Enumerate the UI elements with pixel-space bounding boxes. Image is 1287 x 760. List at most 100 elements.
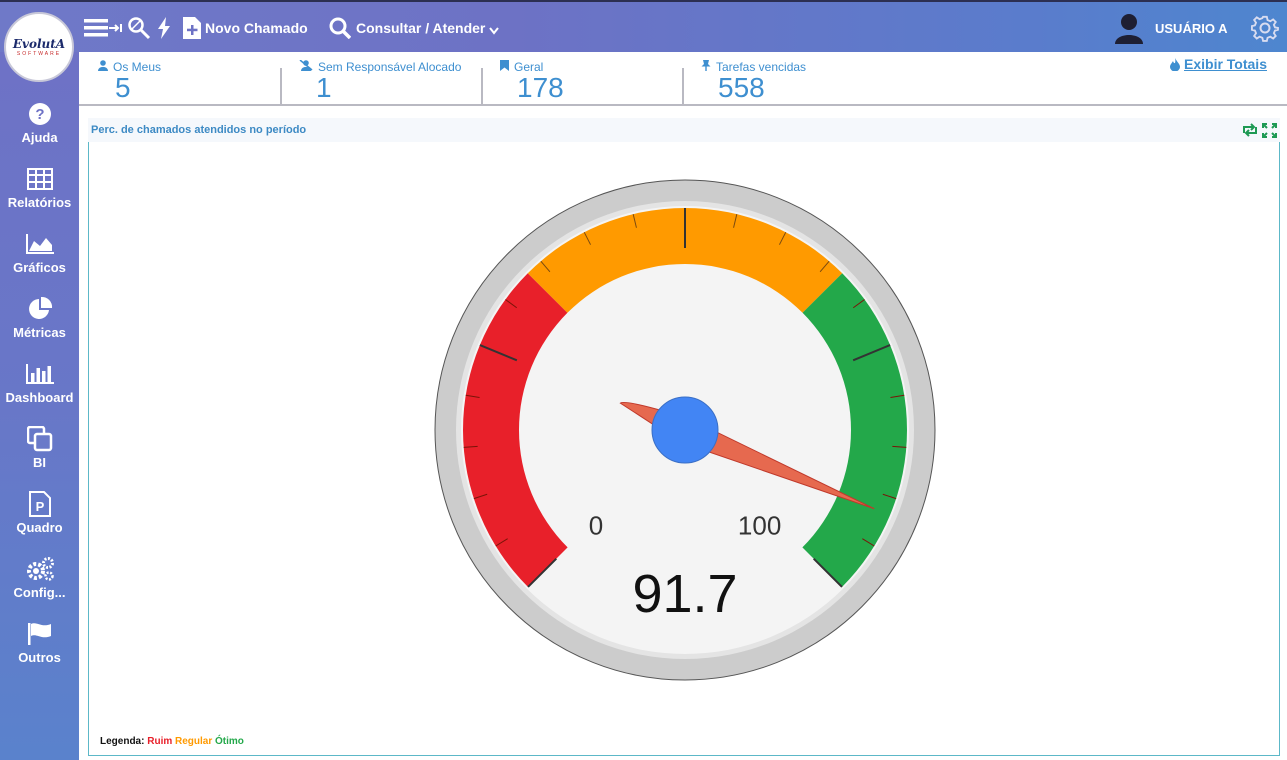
counter-label: Os Meus bbox=[113, 60, 162, 74]
sidebar-item-graficos[interactable]: Gráficos bbox=[0, 230, 79, 292]
gauge-min-label: 0 bbox=[589, 510, 603, 540]
sidebar-item-label: Outros bbox=[18, 650, 61, 665]
counter-sem-responsavel[interactable]: Sem Responsável Alocado 1 bbox=[299, 52, 479, 104]
divider bbox=[481, 68, 483, 104]
show-totals-link[interactable]: Exibir Totais bbox=[1170, 56, 1267, 72]
counter-tarefas-vencidas[interactable]: Tarefas vencidas 558 bbox=[701, 52, 901, 104]
new-doc-icon[interactable] bbox=[181, 2, 203, 54]
counter-value: 178 bbox=[517, 72, 564, 103]
counter-label: Sem Responsável Alocado bbox=[318, 60, 462, 74]
sidebar-item-outros[interactable]: Outros bbox=[0, 620, 79, 682]
svg-text:P: P bbox=[35, 499, 44, 514]
bolt-icon[interactable] bbox=[154, 2, 174, 54]
sidebar-item-label: Quadro bbox=[16, 520, 63, 535]
area-chart-icon bbox=[25, 230, 55, 258]
menu-icon[interactable] bbox=[83, 2, 109, 54]
sidebar-item-ajuda[interactable]: ? Ajuda bbox=[0, 100, 79, 162]
gauge-minor-tick bbox=[862, 538, 875, 547]
gauge-minor-tick bbox=[882, 493, 897, 500]
logo-sub: SOFTWARE bbox=[16, 51, 62, 57]
counter-value: 5 bbox=[115, 72, 131, 103]
sidebar-item-metricas[interactable]: Métricas bbox=[0, 295, 79, 357]
gauge-minor-tick bbox=[890, 394, 905, 398]
pin-icon bbox=[701, 60, 711, 74]
panel-title: Perc. de chamados atendidos no período bbox=[91, 124, 307, 136]
counter-value: 558 bbox=[718, 72, 765, 103]
counter-label: Tarefas vencidas bbox=[716, 60, 807, 74]
new-ticket-button[interactable]: Novo Chamado bbox=[205, 20, 308, 36]
top-bar: Novo Chamado Consultar / Atender USUÁRIO… bbox=[0, 0, 1287, 52]
gauge-minor-tick bbox=[473, 493, 488, 500]
bar-chart-icon bbox=[25, 360, 55, 388]
chevron-down-icon bbox=[489, 22, 500, 38]
search-tools-icon[interactable] bbox=[126, 2, 152, 54]
consult-label: Consultar / Atender bbox=[356, 20, 486, 36]
gauge-panel: 0 100 91.7 Legenda: Ruim Regular Ótimo bbox=[88, 142, 1280, 756]
legend: Legenda: Ruim Regular Ótimo bbox=[100, 736, 244, 747]
show-totals-label: Exibir Totais bbox=[1184, 56, 1267, 72]
counter-geral[interactable]: Geral 178 bbox=[500, 52, 680, 104]
legend-regular: Regular bbox=[175, 736, 213, 747]
gauge-minor-tick bbox=[819, 260, 830, 273]
gauge-band-3 bbox=[802, 273, 907, 587]
sidebar: ? Ajuda Relatórios Gráficos Métricas Das… bbox=[0, 52, 79, 760]
gauge-minor-tick bbox=[465, 394, 480, 398]
counters-bar: Os Meus 5 Sem Responsável Alocado 1 Gera… bbox=[79, 52, 1287, 106]
panel-header: Perc. de chamados atendidos no período bbox=[88, 118, 1280, 142]
gauge-major-tick bbox=[479, 344, 518, 362]
gauge-minor-tick bbox=[892, 445, 907, 448]
gauge-minor-tick bbox=[583, 231, 592, 245]
gauge-minor-tick bbox=[733, 214, 738, 228]
search-icon[interactable] bbox=[328, 2, 352, 54]
board-icon: P bbox=[28, 490, 51, 518]
gauge-band-2 bbox=[527, 208, 843, 313]
enter-icon[interactable] bbox=[108, 2, 124, 54]
gauge-major-tick bbox=[527, 557, 558, 588]
sidebar-item-bi[interactable]: BI bbox=[0, 425, 79, 487]
consult-menu[interactable]: Consultar / Atender bbox=[356, 2, 500, 54]
user-name[interactable]: USUÁRIO A bbox=[1155, 20, 1228, 36]
user-slash-icon bbox=[299, 59, 313, 74]
expand-icon[interactable] bbox=[1262, 123, 1277, 143]
gauge-chart: 0 100 91.7 bbox=[434, 179, 936, 681]
help-icon: ? bbox=[28, 100, 52, 128]
legend-prefix: Legenda: bbox=[100, 736, 145, 747]
legend-ruim: Ruim bbox=[147, 736, 173, 747]
sidebar-item-label: Config... bbox=[13, 585, 66, 600]
gauge-minor-tick bbox=[505, 299, 518, 309]
fire-icon bbox=[1170, 57, 1180, 71]
legend-otimo: Ótimo bbox=[215, 736, 244, 747]
counter-label: Geral bbox=[514, 60, 544, 74]
gauge-value-label: 91.7 bbox=[632, 564, 737, 624]
sidebar-item-label: Gráficos bbox=[13, 260, 66, 275]
copy-icon bbox=[26, 425, 53, 453]
gear-icon[interactable] bbox=[1250, 2, 1280, 54]
sidebar-item-relatorios[interactable]: Relatórios bbox=[0, 165, 79, 227]
sidebar-item-label: BI bbox=[33, 455, 46, 470]
gauge-hub bbox=[651, 396, 719, 464]
gauge-major-tick bbox=[852, 344, 891, 362]
sidebar-item-quadro[interactable]: P Quadro bbox=[0, 490, 79, 552]
sidebar-item-dashboard[interactable]: Dashboard bbox=[0, 360, 79, 422]
user-icon bbox=[98, 60, 108, 74]
sidebar-item-label: Métricas bbox=[13, 325, 66, 340]
sidebar-item-config[interactable]: Config... bbox=[0, 555, 79, 617]
divider bbox=[682, 68, 684, 104]
divider bbox=[280, 68, 282, 104]
gauge-max-label: 100 bbox=[738, 510, 781, 540]
logo-brand: EvolutA bbox=[12, 37, 66, 51]
logo[interactable]: EvolutA SOFTWARE bbox=[4, 12, 74, 82]
avatar[interactable] bbox=[1113, 2, 1145, 54]
refresh-icon[interactable] bbox=[1241, 123, 1259, 142]
gears-icon bbox=[25, 555, 55, 583]
counter-value: 1 bbox=[316, 72, 332, 103]
gauge-minor-tick bbox=[495, 538, 508, 547]
gauge-minor-tick bbox=[778, 231, 787, 245]
counter-os-meus[interactable]: Os Meus 5 bbox=[98, 52, 278, 104]
gauge-minor-tick bbox=[463, 445, 478, 448]
flag-icon bbox=[27, 620, 53, 648]
sidebar-item-label: Ajuda bbox=[21, 130, 58, 145]
gauge-band-1 bbox=[463, 273, 568, 587]
gauge-minor-tick bbox=[852, 299, 865, 309]
sidebar-item-label: Dashboard bbox=[5, 390, 74, 405]
